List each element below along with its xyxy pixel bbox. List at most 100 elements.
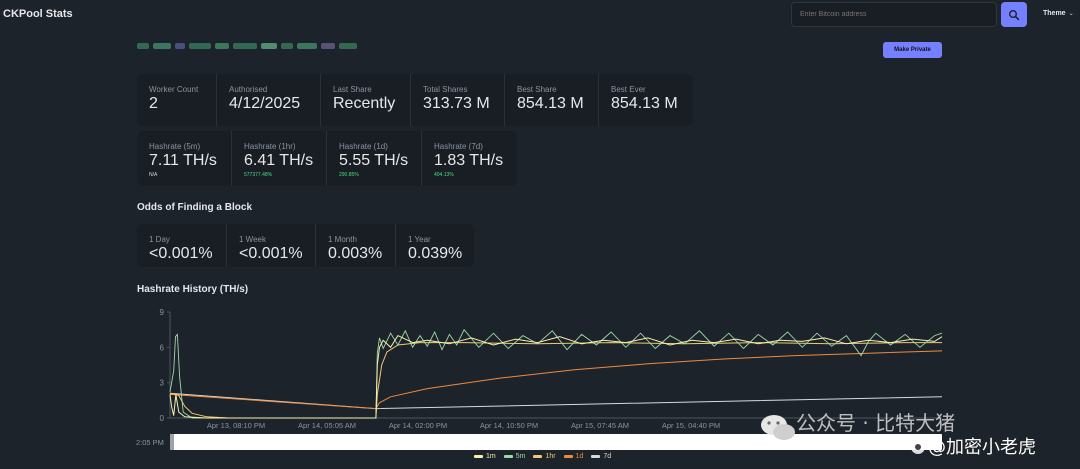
stat-hashrate-1d: Hashrate (1d) 5.55 TH/s 290.85%	[327, 131, 422, 186]
theme-dropdown[interactable]: Theme ⌄	[1043, 10, 1074, 17]
stat-value: 313.73 M	[423, 95, 490, 112]
legend-label: 7d	[603, 453, 612, 460]
top-navbar: CKPool Stats Theme⌄	[0, 0, 1080, 30]
stat-hashrate-7d: Hashrate (7d) 1.83 TH/s 404.13%	[422, 131, 517, 186]
theme-label: Theme	[1043, 10, 1066, 17]
hashrate-history-title: Hashrate History (TH/s)	[137, 284, 249, 295]
legend-item-7d[interactable]: 7d	[591, 453, 611, 460]
search-icon	[1009, 9, 1020, 20]
stat-best-share: Best Share 854.13 M	[505, 74, 599, 126]
watermark: 公众号 · 比特大猪 @加密小老虎	[752, 410, 1052, 460]
series-line-5m	[169, 328, 943, 419]
legend-swatch	[503, 455, 513, 458]
stat-value: 1.83 TH/s	[434, 152, 504, 169]
series-line-1m	[169, 334, 943, 419]
odds-1-week: 1 Week <0.001%	[227, 224, 316, 267]
stat-value: 4/12/2025	[229, 95, 301, 112]
series-line-1hr	[169, 342, 942, 419]
x-tick-label: Apr 15, 04:40 PM	[662, 421, 720, 430]
stat-value: 2	[149, 95, 158, 112]
stat-label: Hashrate (1d)	[339, 142, 388, 151]
stats-row-hashrate: Hashrate (5m) 7.11 TH/s N/A Hashrate (1h…	[137, 131, 517, 186]
stat-value: 5.55 TH/s	[339, 152, 409, 169]
legend-label: 1hr	[545, 453, 556, 460]
stat-label: Hashrate (7d)	[434, 142, 483, 151]
stat-label: 1 Month	[328, 235, 357, 244]
legend-item-5m[interactable]: 5m	[503, 453, 526, 460]
stat-hashrate-5m: Hashrate (5m) 7.11 TH/s N/A	[137, 131, 232, 186]
stat-value: 0.039%	[408, 245, 463, 262]
x-tick-label: Apr 13, 08:10 PM	[207, 421, 265, 430]
stat-sub: 577377.48%	[244, 172, 273, 178]
stat-label: Authorised	[229, 85, 268, 94]
make-private-button[interactable]: Make Private	[883, 42, 942, 58]
stat-label: Hashrate (1hr)	[244, 142, 296, 151]
stat-label: Hashrate (5m)	[149, 142, 201, 151]
legend-label: 1m	[486, 453, 496, 460]
legend-label: 5m	[515, 453, 526, 460]
weibo-icon	[911, 440, 925, 454]
legend-swatch	[474, 455, 483, 458]
chart-svg: 0 3 6 9 Apr 13, 08:10 PM Apr 14, 05:05 AM Apr …	[136, 308, 943, 450]
stat-label: 1 Year	[408, 235, 431, 244]
stats-row-general: Worker Count 2 Authorised 4/12/2025 Last…	[137, 74, 693, 126]
stat-best-ever: Best Ever 854.13 M	[599, 74, 693, 126]
range-slider-label: 2:05 PM	[136, 438, 164, 447]
x-tick-label: Apr 14, 05:05 AM	[298, 421, 356, 430]
legend-item-1m[interactable]: 1m	[474, 453, 496, 460]
stat-label: Total Shares	[423, 85, 468, 94]
legend-swatch	[533, 455, 543, 458]
stat-sub: 404.13%	[434, 172, 454, 178]
stat-authorised: Authorised 4/12/2025	[217, 74, 321, 126]
odds-title: Odds of Finding a Block	[137, 202, 252, 213]
y-tick-label: 0	[160, 414, 165, 423]
series-line-7d	[169, 392, 943, 410]
stat-value: Recently	[333, 95, 396, 112]
stat-label: Worker Count	[149, 85, 199, 94]
stat-last-share: Last Share Recently	[321, 74, 411, 126]
odds-row: 1 Day <0.001% 1 Week <0.001% 1 Month 0.0…	[137, 224, 474, 267]
stat-label: 1 Day	[149, 235, 170, 244]
watermark-line2: @加密小老虎	[928, 437, 1036, 458]
y-tick-label: 9	[160, 308, 165, 317]
legend-item-1d[interactable]: 1d	[563, 453, 584, 460]
y-tick-label: 6	[160, 343, 165, 352]
x-tick-label: Apr 14, 10:50 PM	[480, 421, 538, 430]
stat-label: Best Ever	[611, 85, 646, 94]
stat-hashrate-1hr: Hashrate (1hr) 6.41 TH/s 577377.48%	[232, 131, 327, 186]
stat-value: 854.13 M	[611, 95, 678, 112]
wechat-icon	[761, 415, 795, 440]
stat-sub: 290.85%	[339, 172, 359, 178]
watermark-graphic: 公众号 · 比特大猪 @加密小老虎	[761, 411, 1036, 458]
x-tick-label: Apr 14, 02:00 PM	[389, 421, 447, 430]
legend-swatch	[591, 455, 601, 458]
legend-item-1hr[interactable]: 1hr	[533, 453, 556, 460]
range-slider-handle	[170, 434, 174, 450]
range-slider	[172, 434, 942, 450]
brand-title[interactable]: CKPool Stats	[3, 8, 73, 20]
chevron-down-icon: ⌄	[1068, 11, 1074, 17]
legend-label: 1d	[575, 453, 584, 460]
stat-value: 854.13 M	[517, 95, 584, 112]
odds-1-day: 1 Day <0.001%	[137, 224, 227, 267]
stat-label: 1 Week	[239, 235, 266, 244]
stat-label: Best Share	[517, 85, 557, 94]
chart-legend: 1m 5m 1hr 1d 7d	[474, 453, 611, 460]
odds-1-year: 1 Year 0.039%	[396, 224, 474, 267]
stat-value: 6.41 TH/s	[244, 152, 314, 169]
stat-label: Last Share	[333, 85, 372, 94]
address-redacted	[137, 40, 377, 52]
odds-1-month: 1 Month 0.003%	[316, 224, 396, 267]
search-button[interactable]	[1001, 2, 1027, 27]
stat-total-shares: Total Shares 313.73 M	[411, 74, 505, 126]
y-tick-label: 3	[160, 379, 165, 388]
series-line-1d	[169, 350, 943, 410]
stat-value: 7.11 TH/s	[149, 152, 217, 169]
stat-value: <0.001%	[149, 245, 213, 262]
hashrate-history-chart[interactable]: 0 3 6 9 Apr 13, 08:10 PM Apr 14, 05:05 AM Apr …	[136, 304, 946, 464]
stat-sub: N/A	[149, 172, 158, 178]
search-input[interactable]	[791, 2, 997, 27]
stat-worker-count: Worker Count 2	[137, 74, 217, 126]
stat-value: 0.003%	[328, 245, 383, 262]
legend-swatch	[563, 455, 573, 458]
